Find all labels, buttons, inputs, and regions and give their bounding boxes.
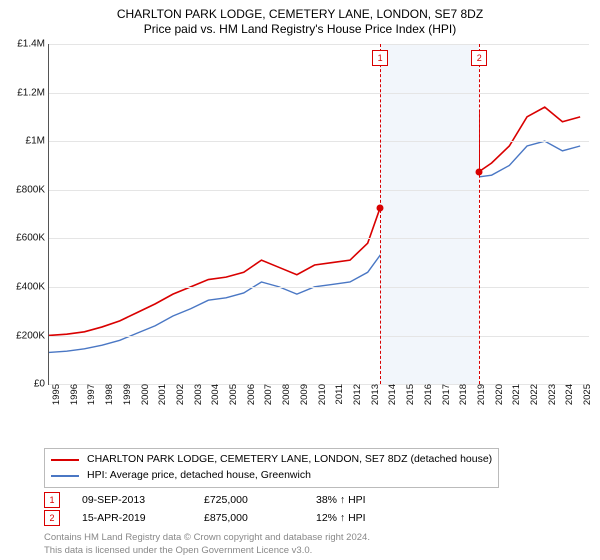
gridline (49, 93, 589, 94)
sales-list: 1 09-SEP-2013 £725,000 38% ↑ HPI 2 15-APR-201… (44, 492, 592, 526)
x-tick-label: 2010 (315, 384, 328, 405)
x-tick-label: 2017 (439, 384, 452, 405)
y-tick-label: £1M (26, 136, 49, 147)
x-tick-label: 2006 (244, 384, 257, 405)
y-tick-label: £0 (34, 379, 49, 390)
gridline (49, 190, 589, 191)
sale-row: 1 09-SEP-2013 £725,000 38% ↑ HPI (44, 492, 592, 508)
x-tick-label: 1998 (102, 384, 115, 405)
gridline (49, 336, 589, 337)
sale-row: 2 15-APR-2019 £875,000 12% ↑ HPI (44, 510, 592, 526)
legend-row: HPI: Average price, detached house, Gree… (51, 468, 492, 484)
chart-title: CHARLTON PARK LODGE, CEMETERY LANE, LOND… (8, 6, 592, 22)
gridline (49, 141, 589, 142)
x-tick-label: 2025 (580, 384, 593, 405)
sale-index-box: 2 (44, 510, 60, 526)
x-tick-label: 2020 (492, 384, 505, 405)
legend-label: HPI: Average price, detached house, Gree… (87, 468, 311, 484)
x-tick-label: 2016 (421, 384, 434, 405)
x-tick-label: 1997 (84, 384, 97, 405)
y-tick-label: £400K (16, 282, 49, 293)
x-tick-label: 2013 (368, 384, 381, 405)
x-tick-label: 2003 (191, 384, 204, 405)
y-tick-label: £1.2M (17, 87, 49, 98)
legend-swatch (51, 475, 79, 477)
x-tick-label: 2022 (527, 384, 540, 405)
chart-area: £0 £200K £400K £600K £800K £1M £1.2M £1.4M 1995 1… (8, 40, 592, 410)
chart-subtitle: Price paid vs. HM Land Registry's House … (8, 22, 592, 36)
x-tick-label: 2002 (173, 384, 186, 405)
gridline (49, 238, 589, 239)
shade-region (380, 44, 479, 384)
gridline (49, 287, 589, 288)
sale-date: 09-SEP-2013 (82, 494, 182, 506)
x-tick-label: 2023 (545, 384, 558, 405)
sale-date: 15-APR-2019 (82, 512, 182, 524)
sale-marker (476, 168, 483, 175)
legend-swatch (51, 459, 79, 461)
x-tick-label: 2009 (297, 384, 310, 405)
x-tick-label: 1995 (49, 384, 62, 405)
sale-price: £875,000 (204, 512, 294, 524)
legend: CHARLTON PARK LODGE, CEMETERY LANE, LOND… (44, 448, 499, 488)
x-tick-label: 2005 (226, 384, 239, 405)
x-tick-label: 2019 (474, 384, 487, 405)
legend-label: CHARLTON PARK LODGE, CEMETERY LANE, LOND… (87, 452, 492, 468)
sale-delta: 38% ↑ HPI (316, 494, 366, 506)
x-tick-label: 2000 (138, 384, 151, 405)
sale-marker (377, 205, 384, 212)
sale-callout: 1 (372, 50, 388, 66)
x-tick-label: 2021 (509, 384, 522, 405)
footer-line1: Contains HM Land Registry data © Crown c… (44, 532, 592, 545)
x-tick-label: 2011 (332, 384, 345, 404)
x-tick-label: 1999 (120, 384, 133, 405)
sale-vline (380, 44, 381, 384)
x-tick-label: 2024 (562, 384, 575, 405)
series-line (49, 141, 580, 352)
y-tick-label: £1.4M (17, 39, 49, 50)
legend-row: CHARLTON PARK LODGE, CEMETERY LANE, LOND… (51, 452, 492, 468)
sale-index-box: 1 (44, 492, 60, 508)
x-tick-label: 2004 (208, 384, 221, 405)
sale-price: £725,000 (204, 494, 294, 506)
x-tick-label: 2001 (155, 384, 168, 405)
x-tick-label: 2008 (279, 384, 292, 405)
x-tick-label: 2007 (261, 384, 274, 405)
y-tick-label: £800K (16, 184, 49, 195)
y-tick-label: £600K (16, 233, 49, 244)
x-tick-label: 1996 (67, 384, 80, 405)
plot-region: £0£200K£400K£600K£800K£1M£1.2M£1.4M19951… (48, 44, 589, 385)
x-tick-label: 2015 (403, 384, 416, 405)
footer-line2: This data is licensed under the Open Gov… (44, 545, 592, 558)
x-tick-label: 2018 (456, 384, 469, 405)
sale-callout: 2 (471, 50, 487, 66)
x-tick-label: 2012 (350, 384, 363, 405)
footer-text: Contains HM Land Registry data © Crown c… (44, 532, 592, 558)
sale-vline (479, 44, 480, 384)
sale-delta: 12% ↑ HPI (316, 512, 366, 524)
y-tick-label: £200K (16, 330, 49, 341)
gridline (49, 44, 589, 45)
line-svg (49, 44, 589, 384)
x-tick-label: 2014 (385, 384, 398, 405)
